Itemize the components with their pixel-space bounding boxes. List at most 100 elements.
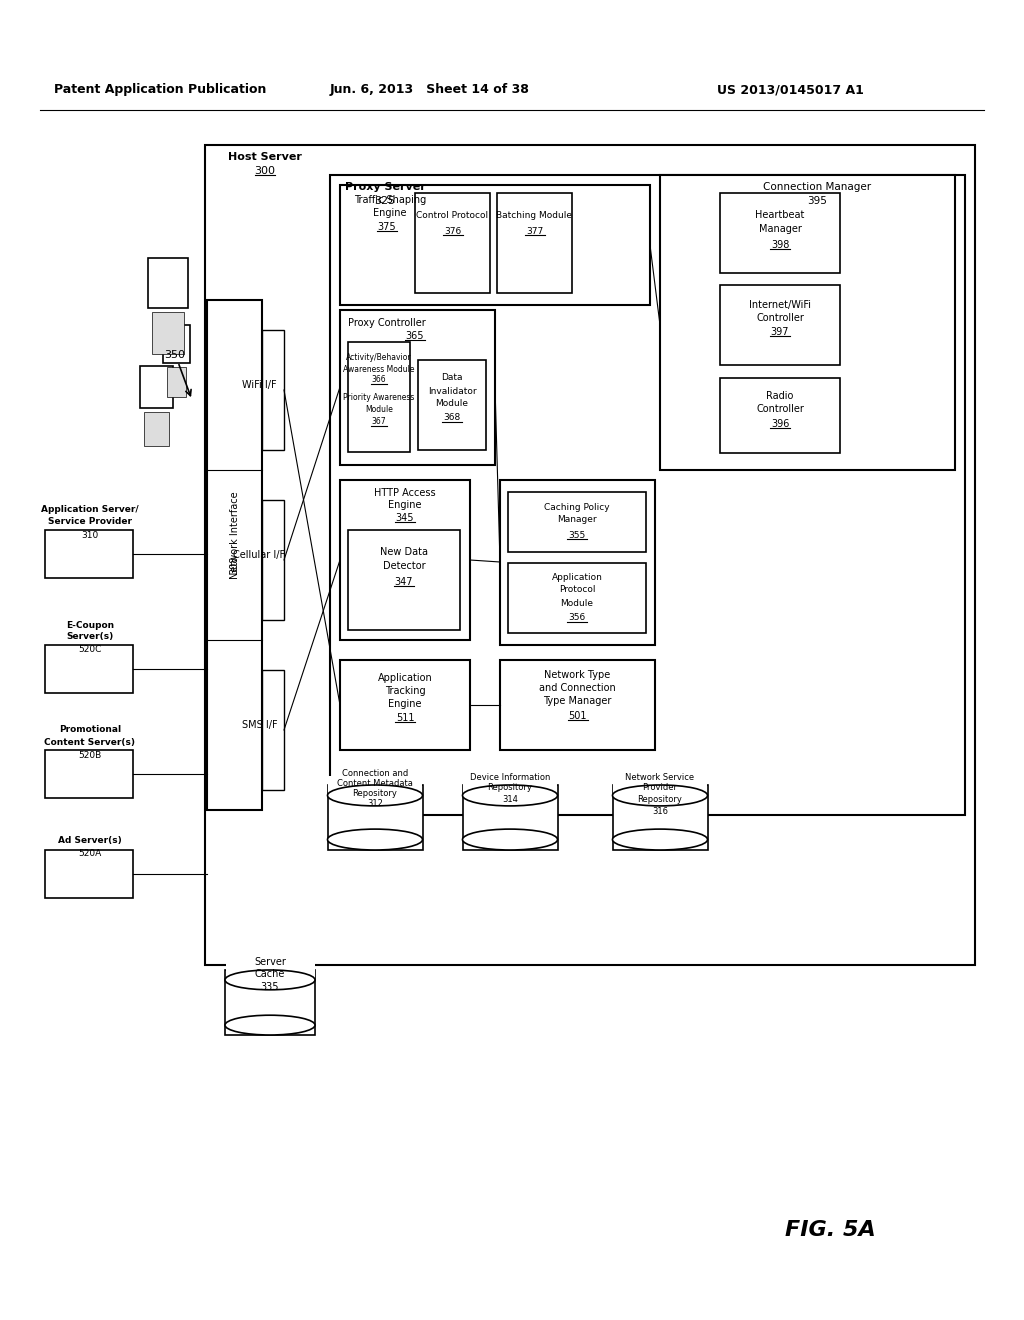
Text: Repository: Repository [487,784,532,792]
Bar [148,257,188,308]
Bar [262,500,284,620]
Bar [720,285,840,366]
Bar [45,531,133,578]
Text: Server: Server [254,957,286,968]
Text: Device Information: Device Information [470,772,550,781]
Text: 310: 310 [81,531,98,540]
Text: 501: 501 [568,711,587,721]
Text: 376: 376 [443,227,461,235]
Text: Cache: Cache [255,969,286,979]
Bar [500,660,655,750]
Bar [348,342,410,451]
Text: Heartbeat: Heartbeat [756,210,805,220]
Text: HTTP Access: HTTP Access [374,488,436,498]
Text: Internet/WiFi: Internet/WiFi [749,300,811,310]
Text: Engine: Engine [388,700,422,709]
Text: Promotional: Promotional [59,726,121,734]
Bar [262,330,284,450]
Text: Tracking: Tracking [385,686,425,696]
Bar [348,531,460,630]
Text: 520C: 520C [78,645,101,655]
Text: Service Provider: Service Provider [48,517,132,527]
Text: Module: Module [366,405,393,414]
Text: Module: Module [560,598,594,607]
Text: Provider: Provider [642,784,678,792]
Text: 366: 366 [372,375,386,384]
Text: Data: Data [441,374,463,383]
Text: 365: 365 [406,331,424,341]
Text: 367: 367 [372,417,386,426]
Bar [225,970,315,1035]
Ellipse shape [612,829,708,850]
Bar [720,193,840,273]
Text: and Connection: and Connection [539,682,615,693]
Bar [660,176,955,470]
Text: Radio: Radio [766,391,794,401]
Ellipse shape [328,829,423,850]
Bar [612,785,708,850]
Bar [45,645,133,693]
Text: 377: 377 [526,227,543,235]
Bar [144,412,169,446]
Text: Application Server/: Application Server/ [41,506,139,515]
Text: Invalidator: Invalidator [428,387,476,396]
Text: Engine: Engine [374,209,407,218]
Ellipse shape [463,785,557,807]
Text: SMS I/F: SMS I/F [242,719,278,730]
Text: Protocol: Protocol [559,586,595,594]
Text: Batching Module: Batching Module [497,210,572,219]
Bar [418,360,486,450]
Text: Connection and: Connection and [342,768,409,777]
Bar [340,660,470,750]
Text: US 2013/0145017 A1: US 2013/0145017 A1 [717,83,863,96]
Bar [262,671,284,789]
Text: Proxy Server: Proxy Server [345,182,425,191]
Bar [340,480,470,640]
Text: WiFi I/F: WiFi I/F [243,380,276,389]
Bar [500,480,655,645]
Text: Patent Application Publication: Patent Application Publication [54,83,266,96]
Text: Manager: Manager [759,224,802,234]
Text: Controller: Controller [756,313,804,323]
Text: FIG. 5A: FIG. 5A [784,1220,876,1239]
Text: Caching Policy: Caching Policy [544,503,610,511]
Text: Network Interface: Network Interface [229,491,240,578]
Text: Application: Application [378,673,432,682]
Bar [330,176,965,814]
Text: 314: 314 [502,796,518,804]
Text: E-Coupon: E-Coupon [66,620,114,630]
Text: 355: 355 [568,531,586,540]
Text: Module: Module [435,400,469,408]
Text: Host Server: Host Server [228,152,302,162]
Text: Activity/Behavior: Activity/Behavior [346,354,412,363]
Bar [45,750,133,799]
Bar [463,785,557,850]
Bar [497,193,572,293]
Bar [167,367,186,397]
Text: Network Type: Network Type [545,671,610,680]
Text: Server(s): Server(s) [67,632,114,642]
Text: 356: 356 [568,614,586,623]
Text: 325: 325 [375,195,395,206]
Text: Application: Application [552,573,602,582]
Text: Connection Manager: Connection Manager [764,182,871,191]
Text: 397: 397 [771,327,790,337]
Bar [463,776,557,795]
Text: Cellular I/F: Cellular I/F [233,550,286,560]
Text: Jun. 6, 2013   Sheet 14 of 38: Jun. 6, 2013 Sheet 14 of 38 [330,83,530,96]
Bar [140,366,173,408]
Text: 398: 398 [771,240,790,249]
Text: Awareness Module: Awareness Module [343,364,415,374]
Text: 350: 350 [165,350,185,360]
Text: Network Service: Network Service [626,772,694,781]
Text: 520B: 520B [79,751,101,759]
Bar [508,492,646,552]
Text: New Data: New Data [380,546,428,557]
Ellipse shape [463,829,557,850]
Text: Type Manager: Type Manager [544,696,611,706]
Text: 396: 396 [771,418,790,429]
Text: 395: 395 [808,195,827,206]
Bar [720,378,840,453]
Bar [508,564,646,634]
Text: Repository: Repository [352,788,397,797]
